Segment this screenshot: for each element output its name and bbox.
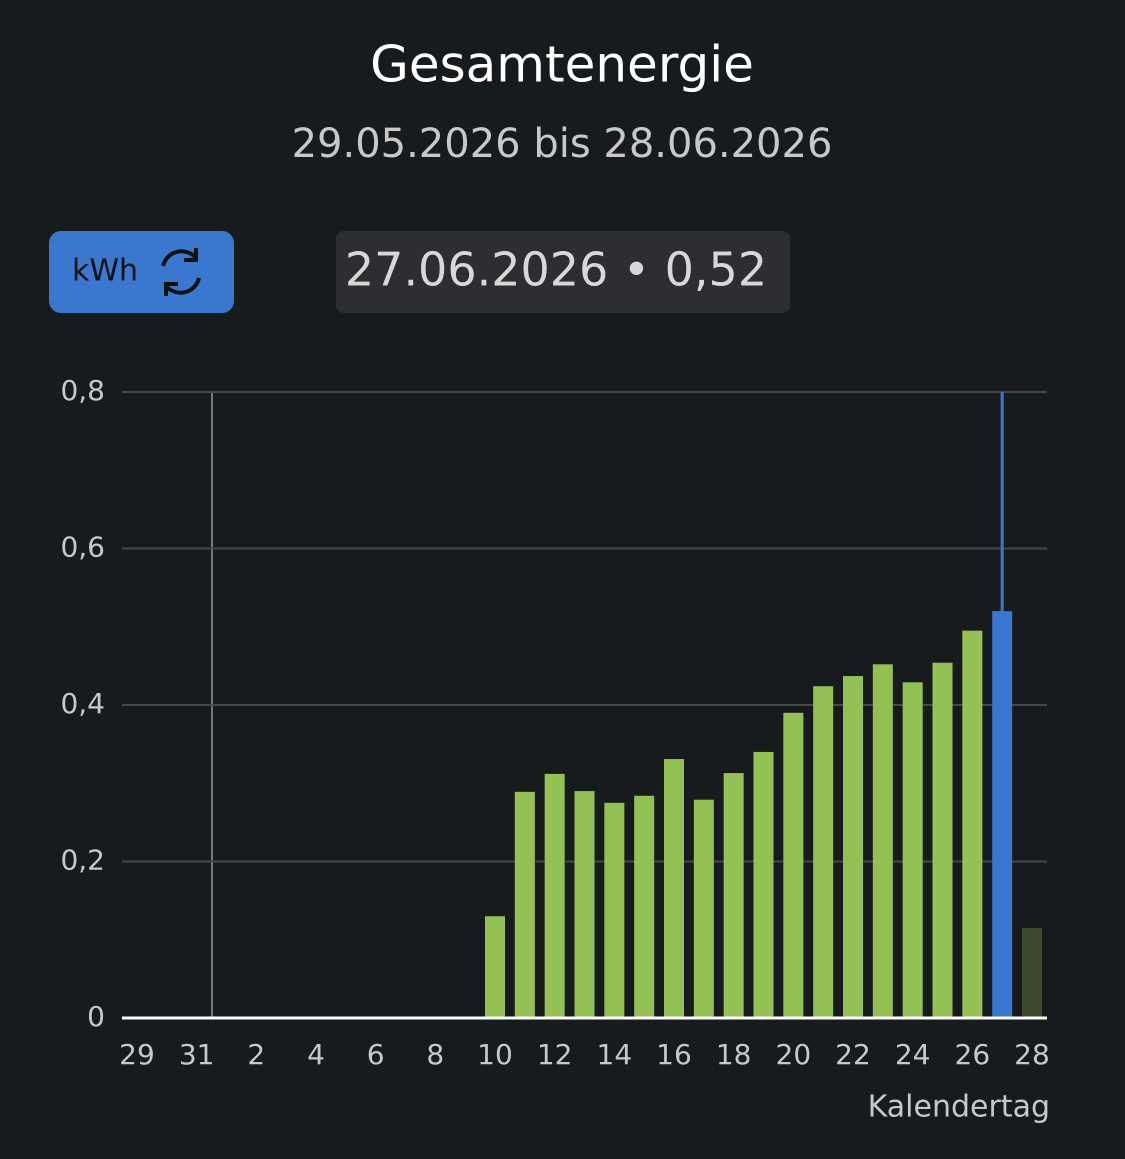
x-tick-label: 6: [367, 1038, 385, 1071]
x-tick-label: 18: [716, 1038, 752, 1071]
bar: [872, 664, 893, 1018]
bar: [574, 791, 595, 1018]
y-tick-label: 0,6: [60, 531, 105, 564]
readout-box: [336, 231, 790, 313]
bar: [514, 791, 535, 1018]
bar: [783, 712, 804, 1018]
bar: [932, 662, 953, 1018]
y-tick-label: 0: [87, 1000, 105, 1033]
x-tick-label: 4: [307, 1038, 325, 1071]
x-tick-label: 14: [597, 1038, 633, 1071]
bar: [544, 773, 565, 1018]
y-tick-label: 0,8: [60, 374, 105, 407]
x-tick-label: 22: [835, 1038, 871, 1071]
x-tick-label: 28: [1014, 1038, 1050, 1071]
bar: [902, 682, 923, 1018]
x-tick-label: 20: [776, 1038, 812, 1071]
bar: [485, 916, 505, 1018]
bar: [962, 630, 983, 1018]
x-tick-label: 8: [426, 1038, 444, 1071]
bar: [1022, 928, 1042, 1018]
title: Gesamtenergie: [370, 36, 754, 94]
bar: [813, 686, 834, 1018]
y-tick-label: 0,4: [60, 687, 105, 720]
x-tick-label: 10: [477, 1038, 513, 1071]
bar: [604, 802, 625, 1018]
readout: 27.06.2026 • 0,52: [345, 243, 767, 297]
x-tick-label: 29: [119, 1038, 155, 1071]
y-tick-label: 0,2: [60, 844, 105, 877]
x-tick-label: 26: [955, 1038, 991, 1071]
refresh-icon[interactable]: [161, 248, 201, 296]
bar: [693, 799, 714, 1018]
x-axis-label: Kalendertag: [868, 1090, 1050, 1125]
x-tick-label: 12: [537, 1038, 573, 1071]
unit-label[interactable]: kWh: [72, 254, 138, 289]
bar: [634, 795, 655, 1018]
bar: [664, 758, 684, 1018]
bar: [753, 751, 774, 1018]
bar: [843, 676, 863, 1018]
x-tick-label: 16: [656, 1038, 692, 1071]
x-tick-label: 24: [895, 1038, 931, 1071]
bar: [723, 773, 744, 1018]
x-tick-label: 2: [247, 1038, 265, 1071]
subtitle: 29.05.2026 bis 28.06.2026: [292, 121, 833, 167]
x-tick-label: 31: [179, 1038, 215, 1071]
unit-button[interactable]: kWh: [49, 231, 234, 313]
